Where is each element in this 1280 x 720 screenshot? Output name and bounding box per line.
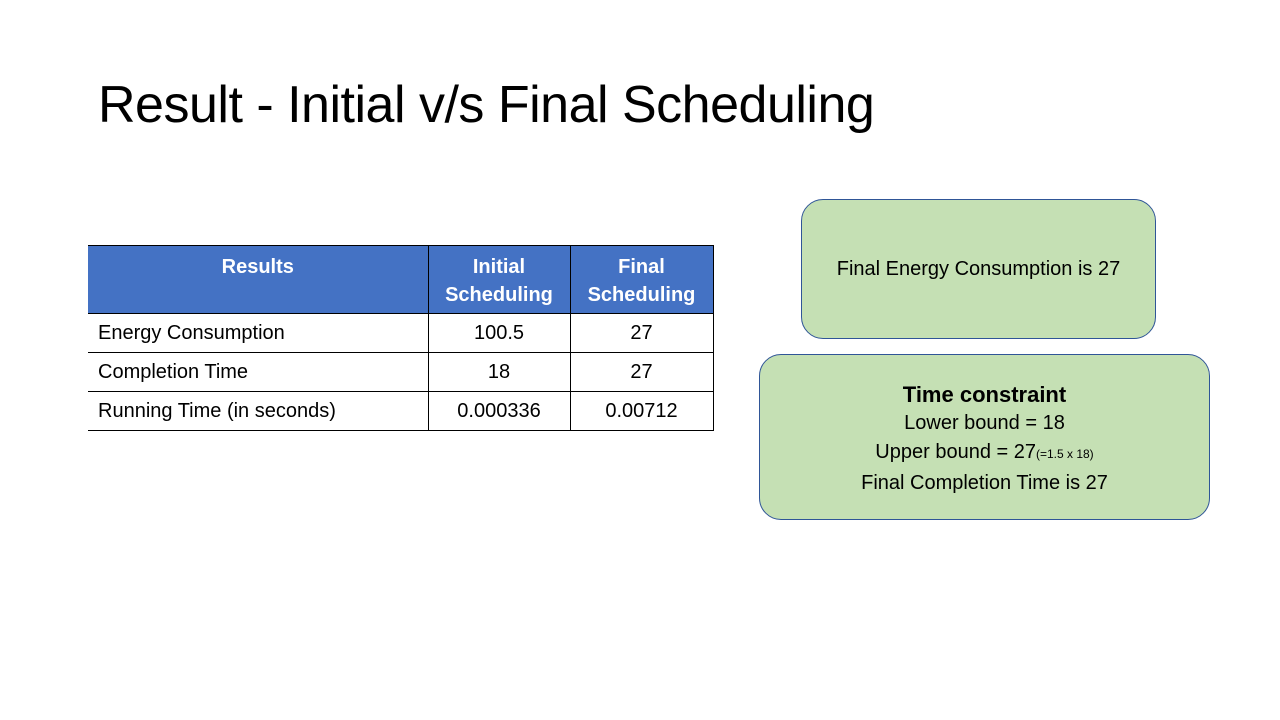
time-constraint-title: Time constraint	[902, 382, 1067, 407]
header-results-label: Results	[221, 256, 294, 278]
upper-bound-note: (=1.5 x 18)	[1035, 447, 1094, 461]
row-final-value: 0.00712	[569, 391, 714, 431]
energy-summary-text: Final Energy Consumption is 27	[836, 257, 1121, 280]
energy-summary-box: Final Energy Consumption is 27	[801, 199, 1156, 339]
table-row: Completion Time 18 27	[88, 352, 714, 392]
header-final-line2: Scheduling	[587, 284, 696, 306]
table-header-row: Results Initial Scheduling Final Schedul…	[88, 245, 714, 314]
lower-bound-text: Lower bound = 18	[904, 412, 1065, 434]
header-initial-line2: Scheduling	[445, 284, 553, 306]
row-initial-value: 100.5	[427, 313, 570, 353]
row-label: Energy Consumption	[88, 313, 428, 353]
table-row: Energy Consumption 100.5 27	[88, 313, 714, 353]
row-final-value: 27	[569, 313, 714, 353]
header-results: Results	[88, 245, 428, 314]
header-final-scheduling: Final Scheduling	[569, 245, 714, 314]
row-initial-value: 18	[427, 352, 570, 392]
header-initial-line1: Initial	[472, 256, 526, 278]
slide-title: Result - Initial v/s Final Scheduling	[98, 76, 875, 134]
row-label: Running Time (in seconds)	[88, 391, 428, 431]
header-final-line1: Final	[618, 256, 665, 278]
time-constraint-box: Time constraint Lower bound = 18 Upper b…	[759, 354, 1210, 520]
row-initial-value: 0.000336	[427, 391, 570, 431]
upper-bound-text: Upper bound = 27	[875, 441, 1036, 463]
results-table: Results Initial Scheduling Final Schedul…	[88, 245, 714, 431]
table-row: Running Time (in seconds) 0.000336 0.007…	[88, 391, 714, 431]
header-initial-scheduling: Initial Scheduling	[427, 245, 570, 314]
final-completion-text: Final Completion Time is 27	[861, 472, 1108, 494]
row-label: Completion Time	[88, 352, 428, 392]
upper-bound-line: Upper bound = 27(=1.5 x 18)	[875, 438, 1093, 469]
row-final-value: 27	[569, 352, 714, 392]
